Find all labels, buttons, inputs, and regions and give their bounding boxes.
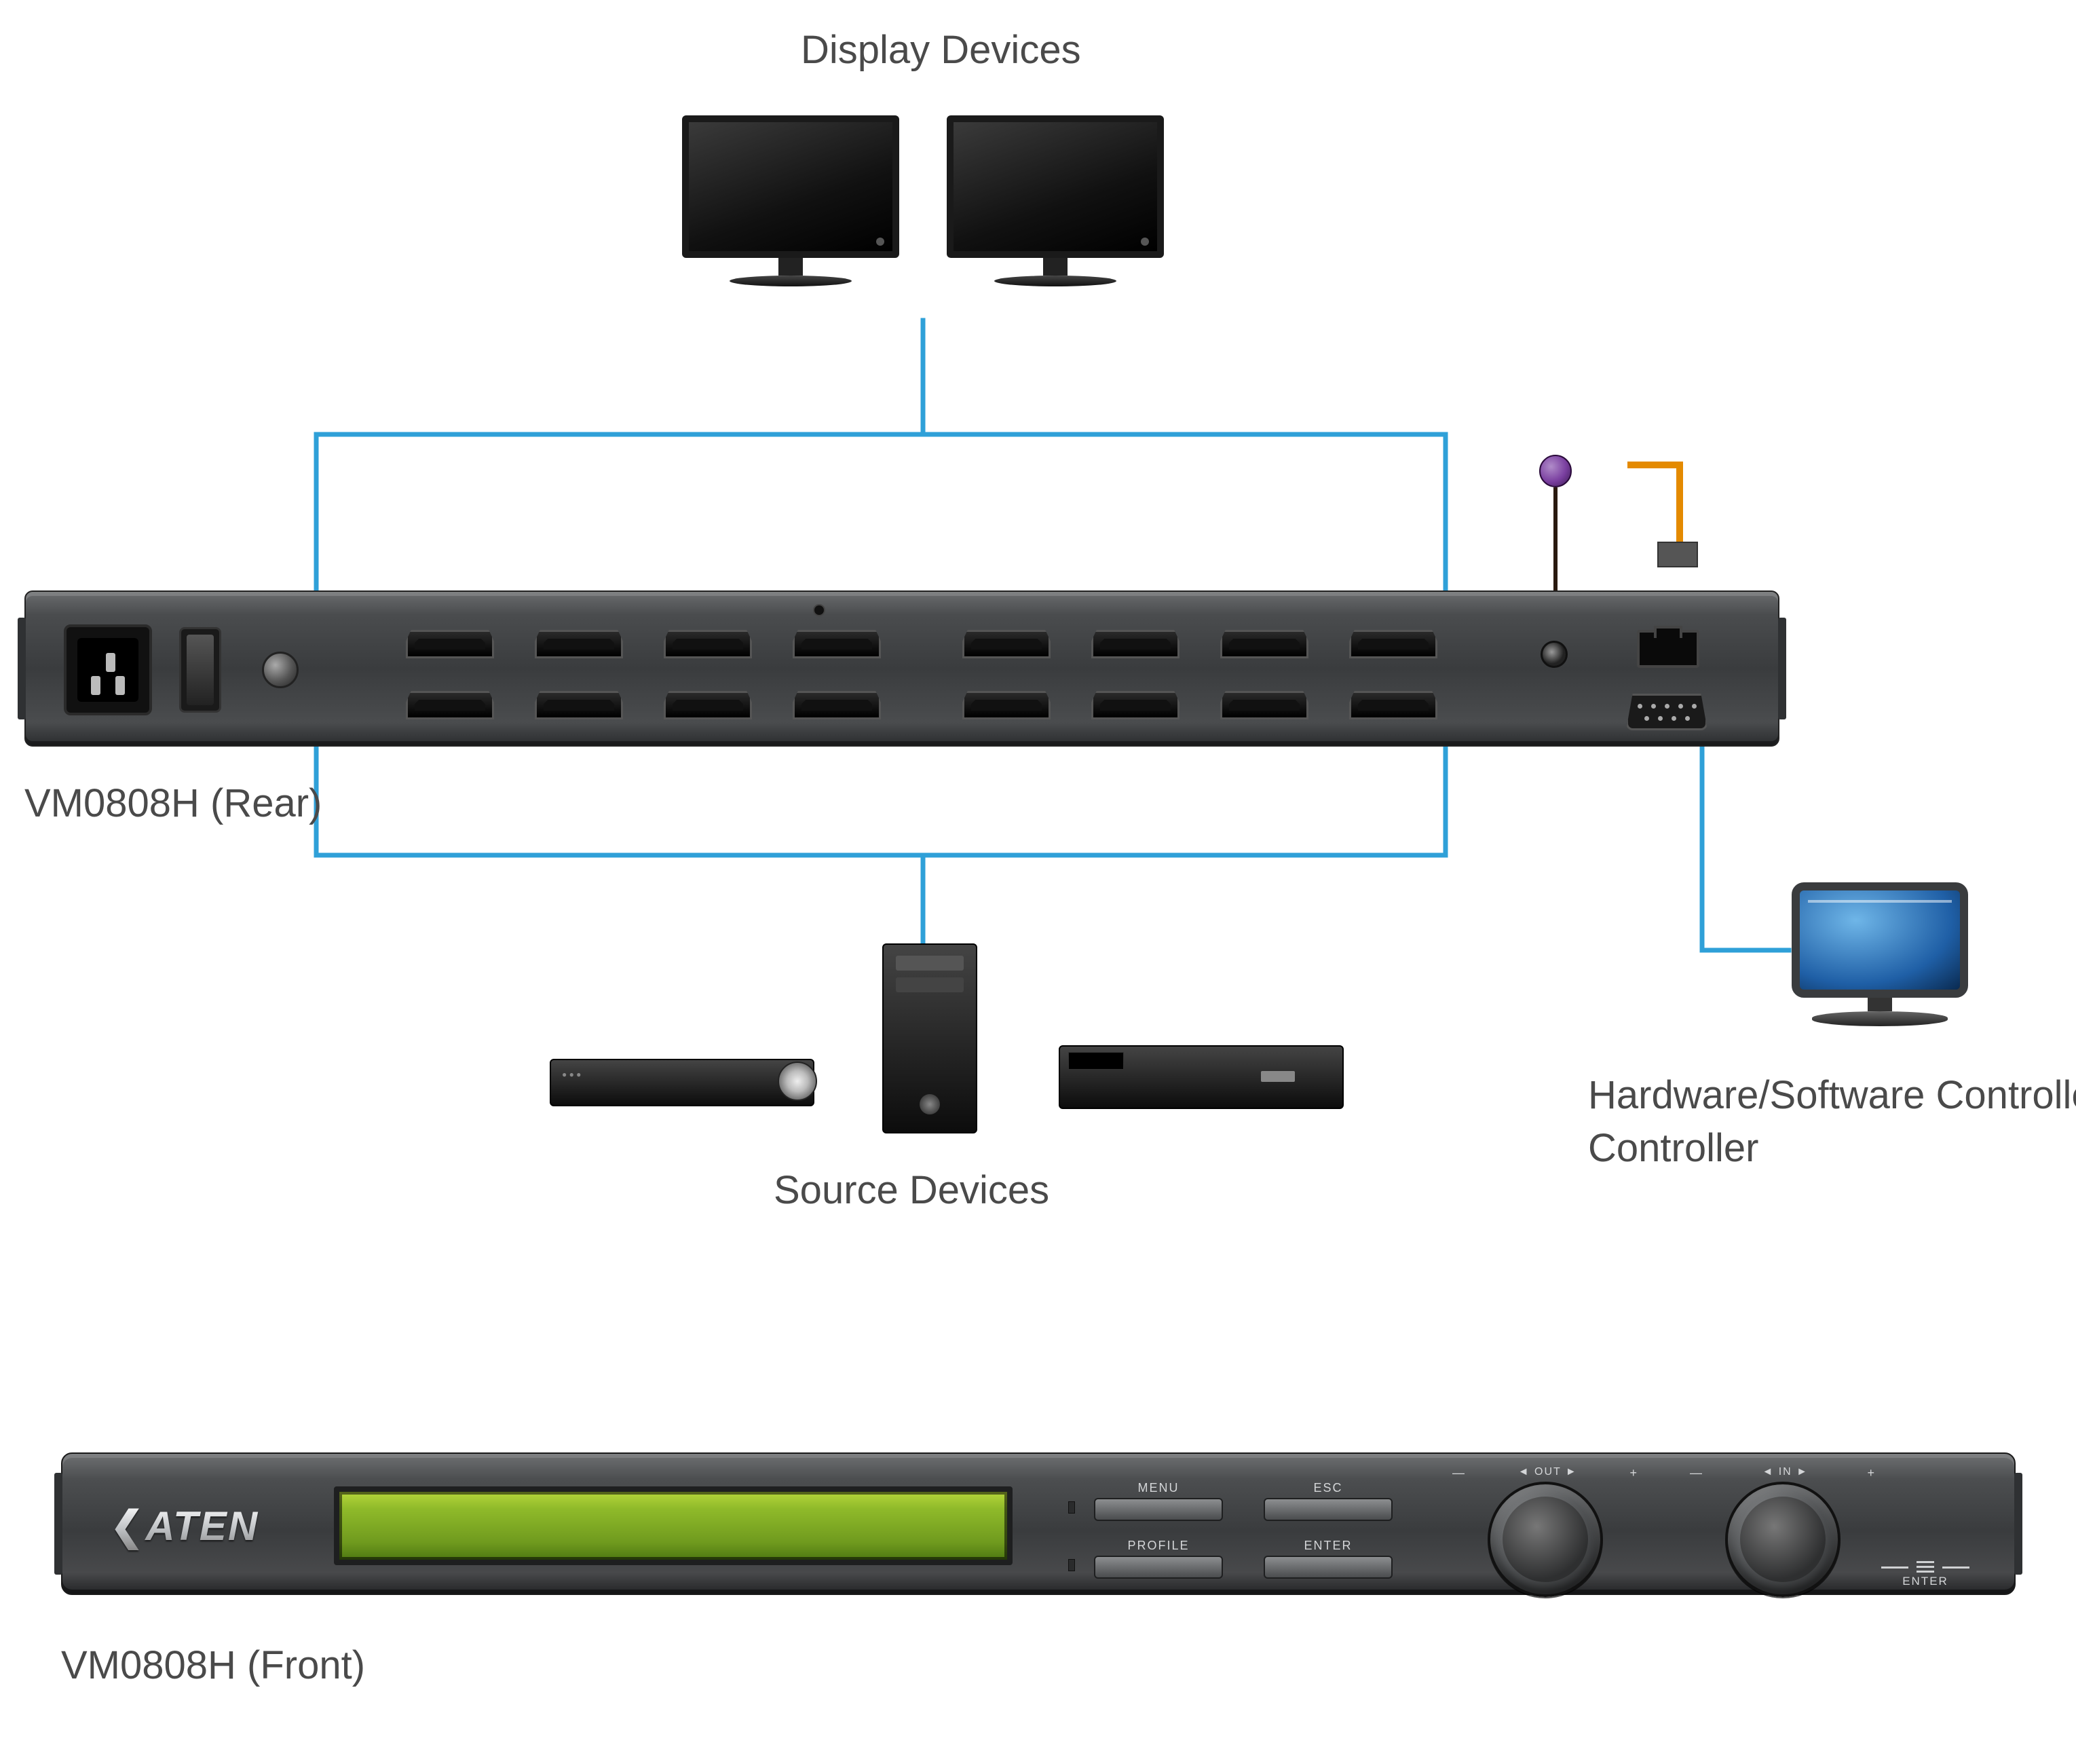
in-knob-label: IN <box>1779 1466 1792 1478</box>
out-knob-group: — ◄ OUT ► + <box>1447 1466 1644 1597</box>
lcd-display <box>334 1486 1013 1565</box>
controller-label-1: Hardware/Software Controller <box>1588 1072 2076 1118</box>
hdmi-in-4[interactable] <box>793 691 881 719</box>
enter-sublabel: ENTER <box>1881 1575 1969 1588</box>
display-monitor-1 <box>682 115 899 305</box>
power-switch[interactable] <box>179 627 221 713</box>
hdmi-out-3[interactable] <box>664 630 752 658</box>
hdmi-out-1[interactable] <box>406 630 494 658</box>
hdmi-in-5[interactable] <box>962 691 1051 719</box>
enter-button-label: ENTER <box>1304 1539 1352 1553</box>
esc-button[interactable]: ESC <box>1257 1481 1399 1521</box>
hdmi-out-6[interactable] <box>1091 630 1179 658</box>
in-minus: — <box>1690 1466 1703 1480</box>
ground-screw <box>262 652 299 688</box>
hdmi-in-1[interactable] <box>406 691 494 719</box>
eth-cable-horz <box>1627 462 1683 468</box>
out-plus: + <box>1629 1466 1638 1480</box>
hdmi-in-8[interactable] <box>1349 691 1437 719</box>
controller-device <box>1792 882 1968 1038</box>
rs232-port[interactable] <box>1626 694 1707 730</box>
ir-sensor-bulb <box>1539 455 1572 487</box>
eth-cable-vert <box>1676 462 1683 542</box>
hdmi-out-5[interactable] <box>962 630 1051 658</box>
rj45-port[interactable] <box>1637 630 1699 668</box>
profile-button[interactable]: PROFILE <box>1087 1539 1230 1579</box>
ir-jack[interactable] <box>1541 641 1568 668</box>
out-knob[interactable] <box>1488 1482 1603 1597</box>
eth-plug <box>1657 542 1698 567</box>
hdmi-outputs-row <box>406 630 1437 658</box>
front-buttons: MENU ESC PROFILE ENTER <box>1087 1481 1399 1573</box>
out-knob-label: OUT <box>1534 1466 1561 1478</box>
enter-sublabel-group: ENTER <box>1881 1560 1969 1588</box>
screw-top <box>813 604 825 616</box>
display-monitor-2 <box>947 115 1164 305</box>
esc-button-label: ESC <box>1313 1481 1342 1495</box>
in-knob[interactable] <box>1725 1482 1841 1597</box>
rear-caption-label: VM0808H (Rear) <box>24 781 322 826</box>
in-knob-group: — ◄ IN ► + <box>1684 1466 1881 1597</box>
hdmi-inputs-row <box>406 691 1437 719</box>
ir-sensor-cable <box>1553 487 1558 590</box>
enter-icon <box>1917 1561 1934 1573</box>
source-player: ● ● ● <box>550 1059 814 1106</box>
power-inlet <box>64 624 152 715</box>
enter-button[interactable]: ENTER <box>1257 1539 1399 1579</box>
menu-button-label: MENU <box>1138 1481 1179 1495</box>
out-minus: — <box>1452 1466 1466 1480</box>
front-caption-label: VM0808H (Front) <box>61 1643 365 1688</box>
hdmi-in-2[interactable] <box>535 691 623 719</box>
hdmi-in-7[interactable] <box>1220 691 1308 719</box>
brand-logo: ❮ATEN <box>110 1503 259 1550</box>
hdmi-out-7[interactable] <box>1220 630 1308 658</box>
front-unit: ❮ATEN MENU ESC PROFILE ENTER — ◄ OUT ► + <box>61 1452 2016 1595</box>
source-receiver <box>1059 1045 1344 1109</box>
hdmi-in-6[interactable] <box>1091 691 1179 719</box>
in-plus: + <box>1867 1466 1876 1480</box>
hdmi-in-3[interactable] <box>664 691 752 719</box>
profile-button-label: PROFILE <box>1127 1539 1189 1553</box>
hdmi-out-4[interactable] <box>793 630 881 658</box>
source-devices-label: Source Devices <box>774 1167 1049 1213</box>
menu-button[interactable]: MENU <box>1087 1481 1230 1521</box>
display-devices-label: Display Devices <box>801 27 1081 73</box>
hdmi-out-8[interactable] <box>1349 630 1437 658</box>
rear-unit <box>24 590 1779 747</box>
hdmi-out-2[interactable] <box>535 630 623 658</box>
source-tower-pc <box>882 943 977 1133</box>
controller-label-2: Controller <box>1588 1125 1758 1171</box>
